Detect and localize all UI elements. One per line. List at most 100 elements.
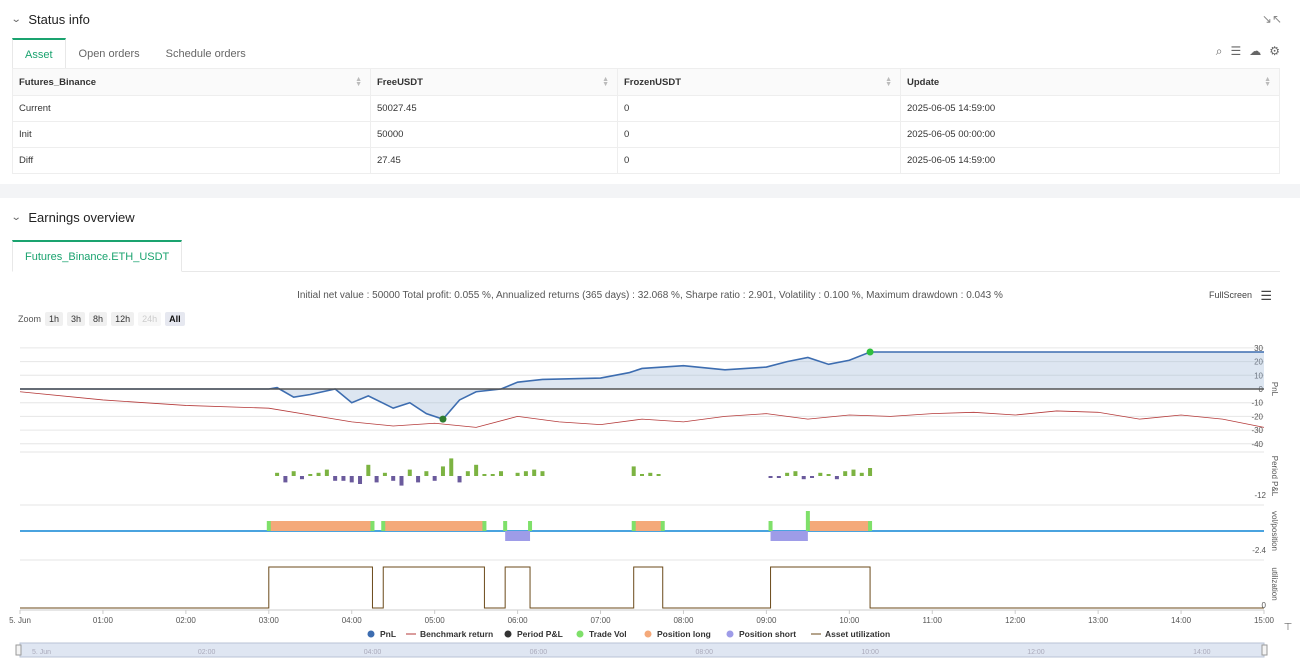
period-pnl-bar bbox=[399, 476, 404, 486]
period-pnl-bar bbox=[656, 474, 661, 476]
pane-axis-title: Period P&L bbox=[1270, 456, 1279, 497]
period-pnl-bar bbox=[631, 466, 636, 476]
period-pnl-bar bbox=[275, 472, 280, 476]
x-tick-label: 05:00 bbox=[425, 616, 446, 625]
period-pnl-bar bbox=[374, 476, 379, 483]
row-name: Current bbox=[12, 95, 371, 122]
trade-vol-bar bbox=[660, 521, 665, 531]
y-tick-label: -12 bbox=[1254, 491, 1266, 500]
trade-vol-bar bbox=[482, 521, 487, 531]
period-pnl-bar bbox=[449, 458, 454, 476]
period-pnl-bar bbox=[482, 474, 487, 476]
period-pnl-bar bbox=[532, 469, 537, 476]
trade-vol-bar bbox=[805, 511, 810, 531]
position-short-block bbox=[770, 531, 808, 541]
pane-axis-title: vol/position bbox=[1270, 511, 1279, 551]
trade-vol-bar bbox=[868, 521, 873, 531]
period-pnl-bar bbox=[308, 474, 313, 476]
period-pnl-bar bbox=[490, 474, 495, 476]
trade-vol-bar bbox=[370, 521, 375, 531]
x-tick-label: 06:00 bbox=[508, 616, 529, 625]
col-header-free[interactable]: FreeUSDT ▲ ▼ bbox=[370, 68, 618, 96]
trade-vol-bar bbox=[381, 521, 386, 531]
period-pnl-bar bbox=[358, 476, 363, 484]
col-header-frozen[interactable]: FrozenUSDT ▲ ▼ bbox=[617, 68, 901, 96]
period-pnl-bar bbox=[810, 476, 815, 478]
earnings-header[interactable]: ⌄ Earnings overview bbox=[10, 210, 135, 225]
position-long-block bbox=[383, 521, 485, 531]
period-pnl-bar bbox=[818, 472, 823, 476]
asset-table: Futures_Binance ▲ ▼ FreeUSDT ▲ ▼ FrozenUSDT ▲… bbox=[12, 68, 1280, 174]
tab-instrument[interactable]: Futures_Binance.ETH_USDT bbox=[12, 240, 183, 272]
legend-label: Trade Vol bbox=[589, 629, 627, 639]
period-pnl-bar bbox=[465, 471, 470, 476]
cloud-icon[interactable]: ☁ bbox=[1249, 44, 1262, 58]
x-tick-label: 13:00 bbox=[1088, 616, 1109, 625]
period-pnl-bar bbox=[868, 468, 873, 476]
tab-asset[interactable]: Asset bbox=[12, 38, 66, 70]
period-pnl-bar bbox=[523, 471, 528, 476]
row-frozen: 0 bbox=[617, 121, 901, 148]
status-header[interactable]: ⌄ Status info bbox=[10, 12, 90, 27]
navigator-handle-right bbox=[1261, 644, 1268, 656]
earnings-panel: ⌄ Earnings overview Futures_Binance.ETH_… bbox=[0, 198, 1300, 671]
legend-marker bbox=[644, 630, 652, 638]
navigator-tick-label: 10:00 bbox=[861, 649, 879, 656]
zoom-controls: Zoom 1h 3h 8h 12h 24h All bbox=[18, 312, 185, 326]
search-icon[interactable]: ⌕ bbox=[1215, 44, 1223, 58]
col-header-exchange[interactable]: Futures_Binance ▲ ▼ bbox=[12, 68, 371, 96]
row-update: 2025-06-05 00:00:00 bbox=[900, 121, 1280, 148]
earnings-tabs: Futures_Binance.ETH_USDT bbox=[12, 240, 1280, 272]
zoom-12h-button[interactable]: 12h bbox=[111, 312, 135, 326]
chevron-down-icon[interactable]: ⌄ bbox=[10, 14, 22, 25]
pane-axis-title: utilization bbox=[1270, 567, 1279, 600]
period-pnl-bar bbox=[291, 471, 296, 476]
period-pnl-bar bbox=[349, 476, 354, 483]
legend-marker bbox=[726, 630, 734, 638]
trade-vol-bar bbox=[503, 521, 508, 531]
reset-zoom-icon[interactable]: ⊤ bbox=[1284, 622, 1293, 633]
drawdown-marker bbox=[439, 415, 447, 423]
menu-icon[interactable]: ☰ bbox=[1260, 288, 1272, 303]
zoom-3h-button[interactable]: 3h bbox=[67, 312, 86, 326]
legend-marker bbox=[576, 630, 584, 638]
table-row: Diff 27.45 0 2025-06-05 14:59:00 bbox=[12, 147, 1280, 174]
col-header-update[interactable]: Update ▲ ▼ bbox=[900, 68, 1280, 96]
period-pnl-bar bbox=[843, 471, 848, 476]
chevron-down-icon[interactable]: ⌄ bbox=[10, 212, 22, 223]
row-frozen: 0 bbox=[617, 95, 901, 122]
period-pnl-bar bbox=[851, 469, 856, 476]
x-tick-label: 12:00 bbox=[1005, 616, 1026, 625]
row-name: Init bbox=[12, 121, 371, 148]
period-pnl-bar bbox=[283, 476, 288, 483]
fullscreen-button[interactable]: FullScreen bbox=[1208, 290, 1252, 300]
x-tick-label: 08:00 bbox=[673, 616, 694, 625]
collapse-icon[interactable]: ↘↖ bbox=[1261, 12, 1282, 26]
tab-open-orders[interactable]: Open orders bbox=[78, 48, 140, 60]
y-tick-label: -20 bbox=[1251, 412, 1263, 421]
x-tick-label: 01:00 bbox=[93, 616, 114, 625]
period-pnl-bar bbox=[366, 464, 371, 476]
zoom-24h-button: 24h bbox=[138, 312, 162, 326]
period-pnl-bar bbox=[515, 472, 520, 476]
period-pnl-bar bbox=[457, 476, 462, 483]
tab-schedule-orders[interactable]: Schedule orders bbox=[165, 48, 246, 60]
period-pnl-bar bbox=[333, 476, 338, 481]
position-long-block bbox=[807, 521, 871, 531]
period-pnl-bar bbox=[474, 464, 479, 476]
period-pnl-bar bbox=[391, 476, 396, 481]
legend-label: Asset utilization bbox=[825, 629, 890, 639]
zoom-1h-button[interactable]: 1h bbox=[45, 312, 64, 326]
zoom-all-button[interactable]: All bbox=[165, 312, 185, 326]
y-tick-label: -2.4 bbox=[1252, 546, 1266, 555]
gear-icon[interactable]: ⚙ bbox=[1269, 44, 1280, 58]
x-tick-label: 07:00 bbox=[591, 616, 612, 625]
period-pnl-bar bbox=[432, 476, 437, 481]
row-free: 50027.45 bbox=[370, 95, 618, 122]
zoom-8h-button[interactable]: 8h bbox=[89, 312, 108, 326]
period-pnl-bar bbox=[499, 471, 504, 476]
list-icon[interactable]: ☰ bbox=[1230, 44, 1242, 58]
navigator-tick-label: 02:00 bbox=[198, 649, 216, 656]
pane-axis-title: PnL bbox=[1270, 382, 1279, 397]
position-long-block bbox=[633, 521, 663, 531]
